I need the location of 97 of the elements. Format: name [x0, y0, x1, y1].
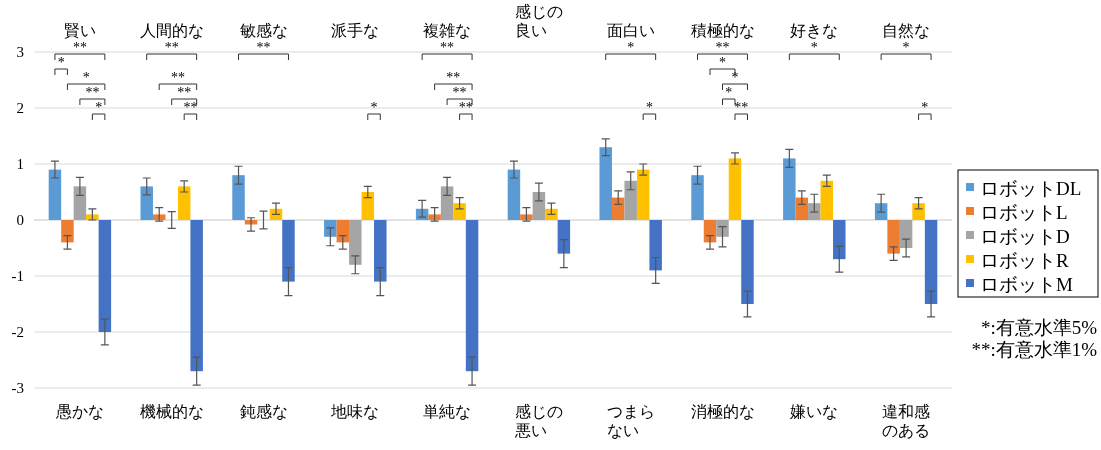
y-tick-label: -1: [11, 268, 24, 284]
bar: [691, 175, 704, 220]
bar: [177, 186, 191, 220]
x-tick-label: つまらない: [606, 403, 655, 439]
y-tick-label: 3: [16, 44, 24, 60]
y-tick-label: -2: [11, 324, 24, 340]
bar: [545, 208, 558, 220]
annotation: **: [734, 100, 749, 115]
bar: [808, 203, 821, 220]
bracket: *: [788, 40, 840, 61]
x-tick-label: 機械的な: [139, 403, 204, 420]
x-tick-label: 感じの悪い: [513, 403, 563, 439]
bar: [190, 220, 203, 372]
bar: [649, 220, 662, 271]
annotation: *: [645, 100, 653, 115]
x-tick-label: 違和感のある: [882, 403, 931, 439]
bar: [98, 220, 112, 332]
y-tick-label: 0: [16, 212, 24, 228]
bar: [374, 220, 387, 282]
x-tick-label: 愚かな: [54, 403, 104, 420]
bracket: *: [367, 100, 381, 121]
bar: [324, 220, 337, 237]
annotation: **: [715, 40, 730, 55]
x-tick-label: 単純な: [423, 403, 472, 420]
y-tick-label: -3: [11, 380, 24, 396]
bar: [599, 147, 612, 220]
bar: [428, 214, 441, 220]
text: 面白い: [606, 22, 655, 39]
text: 複雑な: [423, 22, 472, 39]
y-tick-label: 2: [16, 100, 24, 116]
bar: [783, 158, 796, 220]
bar: [520, 214, 533, 220]
bar: [48, 169, 62, 220]
text: *:有意水準5%: [980, 317, 1098, 338]
annotation: **: [170, 70, 185, 85]
legend-label: ロボットL: [980, 202, 1068, 223]
annotation: **: [164, 40, 179, 55]
bar: [73, 186, 87, 220]
x-tick-label: 地味な: [330, 403, 380, 420]
annotation: *: [82, 70, 90, 85]
text: 人間的な: [139, 22, 204, 39]
annotation: *: [719, 55, 726, 70]
annotation: **: [440, 40, 455, 55]
text: 派手な: [331, 22, 380, 39]
bar: [507, 169, 521, 220]
bracket: *: [880, 40, 932, 61]
annotation: *: [731, 70, 739, 85]
legend-label: ロボットR: [980, 250, 1069, 271]
bracket: *: [918, 100, 932, 121]
bar: [924, 220, 938, 304]
legend-label: ロボットD: [980, 226, 1070, 247]
bracket: **: [146, 40, 198, 61]
bar: [728, 158, 742, 220]
bar: [833, 220, 846, 260]
bracket: **: [421, 40, 473, 61]
bar: [152, 214, 166, 220]
y-tick-label: 1: [16, 156, 24, 172]
bar: [716, 220, 729, 237]
bar: [282, 220, 295, 282]
bar: [912, 203, 925, 220]
bracket: **: [734, 100, 749, 121]
annotation: **: [256, 40, 271, 55]
bar: [820, 180, 834, 220]
annotation: *: [921, 100, 929, 115]
bar: [624, 180, 637, 220]
annotation: *: [370, 100, 378, 115]
bracket: *: [642, 100, 657, 121]
bar: [887, 220, 900, 254]
text: 自然な: [882, 22, 931, 39]
text: 敏感な: [239, 22, 288, 39]
annotation: **: [72, 40, 87, 55]
bar: [232, 175, 245, 220]
annotation: *: [902, 40, 910, 55]
bar: [440, 186, 454, 220]
bar: [453, 203, 466, 220]
bar: [140, 186, 153, 220]
x-tick-label: 消極的な: [690, 403, 755, 420]
bar: [465, 220, 479, 372]
bar: [361, 192, 375, 220]
bracket: *: [605, 40, 657, 61]
bar: [741, 220, 754, 304]
annotation: *: [810, 40, 818, 55]
text: **:有意水準1%: [971, 339, 1098, 360]
text: 積極的な: [690, 22, 755, 39]
text: 感じの良い: [514, 3, 563, 39]
bar: [61, 220, 74, 243]
text: 好きな: [790, 22, 839, 39]
annotation: *: [627, 40, 635, 55]
bar: [636, 169, 650, 220]
bracket: **: [238, 40, 289, 61]
x-tick-label: 嫌いな: [790, 403, 839, 420]
bar: [349, 220, 362, 265]
text: 賢い: [63, 22, 96, 39]
legend-label: ロボットM: [980, 274, 1073, 295]
x-tick-label: 鈍感な: [239, 403, 288, 420]
annotation: **: [446, 70, 461, 85]
legend-label: ロボットDL: [980, 178, 1082, 199]
